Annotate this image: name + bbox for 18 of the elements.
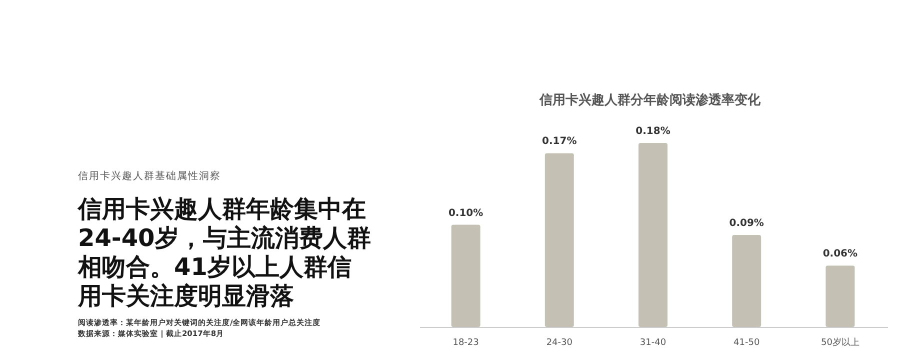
bar [826, 266, 855, 327]
x-tick-label: 50岁以上 [820, 337, 860, 348]
data-label: 0.10% [448, 208, 484, 219]
text: 信用卡兴趣人群基础属性洞察 [78, 170, 221, 183]
bar [544, 153, 574, 327]
bar [732, 235, 762, 327]
data-label: 0.09% [729, 218, 764, 229]
x-tick-label: 41-50 [734, 338, 760, 348]
chart-title: 信用卡兴趣人群分年龄阅读渗透率变化 [538, 92, 762, 108]
x-tick-label: 24-30 [546, 338, 573, 348]
x-tick-label: 31-40 [640, 338, 666, 348]
data-label: 0.18% [636, 126, 670, 137]
text: 信用卡兴趣人群年龄集中在24-40岁，与主流消费人群相吻合。41岁以上人群信用卡关注度明显滑落 [78, 195, 372, 311]
x-tick-label: 18-23 [452, 338, 479, 348]
data-label: 0.17% [542, 136, 577, 148]
bar [451, 224, 480, 327]
bar [638, 143, 668, 327]
data-label: 0.06% [822, 248, 858, 260]
